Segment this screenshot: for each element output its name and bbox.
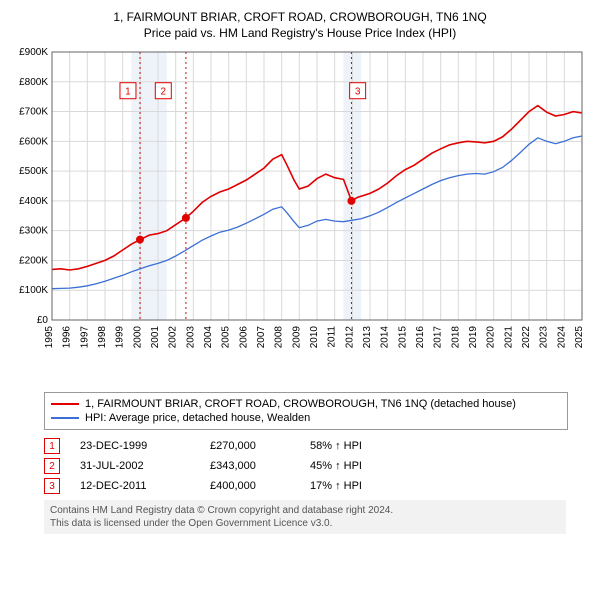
- sales-row: 3 12-DEC-2011 £400,000 17% ↑ HPI: [44, 476, 554, 496]
- svg-text:2005: 2005: [221, 326, 232, 349]
- svg-text:2004: 2004: [203, 326, 214, 349]
- svg-text:1998: 1998: [97, 326, 108, 349]
- sales-table: 1 23-DEC-1999 £270,000 58% ↑ HPI 2 31-JU…: [44, 436, 554, 496]
- chart-title-line1: 1, FAIRMOUNT BRIAR, CROFT ROAD, CROWBORO…: [8, 10, 592, 24]
- svg-text:£700K: £700K: [19, 107, 48, 118]
- chart-titles: 1, FAIRMOUNT BRIAR, CROFT ROAD, CROWBORO…: [8, 10, 592, 40]
- svg-text:2021: 2021: [503, 326, 514, 349]
- sale-date: 12-DEC-2011: [80, 480, 190, 492]
- svg-text:2006: 2006: [238, 326, 249, 349]
- svg-text:£500K: £500K: [19, 166, 48, 177]
- svg-text:2013: 2013: [362, 326, 373, 349]
- legend-row-hpi: HPI: Average price, detached house, Weal…: [51, 411, 561, 425]
- svg-text:£300K: £300K: [19, 226, 48, 237]
- svg-text:2025: 2025: [574, 326, 585, 349]
- footer-attribution: Contains HM Land Registry data © Crown c…: [44, 500, 566, 534]
- svg-text:1999: 1999: [115, 326, 126, 349]
- svg-text:2010: 2010: [309, 326, 320, 349]
- svg-text:2007: 2007: [256, 326, 267, 349]
- sale-delta: 58% ↑ HPI: [310, 440, 362, 452]
- svg-text:£100K: £100K: [19, 285, 48, 296]
- sale-price: £270,000: [210, 440, 290, 452]
- svg-text:1997: 1997: [79, 326, 90, 349]
- footer-line2: This data is licensed under the Open Gov…: [50, 517, 560, 530]
- svg-text:1996: 1996: [62, 326, 73, 349]
- svg-text:£900K: £900K: [19, 47, 48, 58]
- legend-label-property: 1, FAIRMOUNT BRIAR, CROFT ROAD, CROWBORO…: [85, 398, 516, 410]
- svg-text:2011: 2011: [327, 326, 338, 348]
- sale-marker-icon: 3: [44, 478, 60, 494]
- legend-label-hpi: HPI: Average price, detached house, Weal…: [85, 412, 310, 424]
- svg-text:2024: 2024: [556, 326, 567, 349]
- svg-text:2022: 2022: [521, 326, 532, 349]
- sale-delta: 17% ↑ HPI: [310, 480, 362, 492]
- sales-row: 2 31-JUL-2002 £343,000 45% ↑ HPI: [44, 456, 554, 476]
- svg-text:2014: 2014: [380, 326, 391, 349]
- svg-text:2003: 2003: [185, 326, 196, 349]
- svg-text:2016: 2016: [415, 326, 426, 349]
- legend-swatch-hpi: [51, 417, 79, 419]
- svg-text:2002: 2002: [168, 326, 179, 349]
- svg-text:2015: 2015: [397, 326, 408, 349]
- sale-marker-icon: 2: [44, 458, 60, 474]
- sale-date: 31-JUL-2002: [80, 460, 190, 472]
- svg-text:£800K: £800K: [19, 77, 48, 88]
- sale-delta: 45% ↑ HPI: [310, 460, 362, 472]
- svg-text:2023: 2023: [539, 326, 550, 349]
- svg-text:2009: 2009: [291, 326, 302, 349]
- chart-title-line2: Price paid vs. HM Land Registry's House …: [8, 26, 592, 40]
- svg-text:2008: 2008: [274, 326, 285, 349]
- svg-text:£600K: £600K: [19, 136, 48, 147]
- price-chart: 1 2 3 £0 £100K £200K £300K £400K £500K £600K £700K…: [8, 46, 592, 386]
- legend-swatch-property: [51, 403, 79, 405]
- svg-text:2017: 2017: [433, 326, 444, 349]
- svg-text:2018: 2018: [450, 326, 461, 349]
- sale-price: £343,000: [210, 460, 290, 472]
- svg-text:1995: 1995: [44, 326, 55, 349]
- svg-text:2012: 2012: [344, 326, 355, 349]
- svg-text:£0: £0: [37, 315, 49, 326]
- sale-date: 23-DEC-1999: [80, 440, 190, 452]
- svg-text:2: 2: [161, 87, 167, 98]
- svg-text:2001: 2001: [150, 326, 161, 349]
- footer-line1: Contains HM Land Registry data © Crown c…: [50, 504, 560, 517]
- svg-text:£400K: £400K: [19, 196, 48, 207]
- svg-text:2000: 2000: [132, 326, 143, 349]
- svg-text:3: 3: [355, 87, 361, 98]
- legend: 1, FAIRMOUNT BRIAR, CROFT ROAD, CROWBORO…: [44, 392, 568, 430]
- svg-text:£200K: £200K: [19, 255, 48, 266]
- svg-text:1: 1: [125, 87, 131, 98]
- sales-row: 1 23-DEC-1999 £270,000 58% ↑ HPI: [44, 436, 554, 456]
- sale-marker-icon: 1: [44, 438, 60, 454]
- svg-text:2020: 2020: [486, 326, 497, 349]
- legend-row-property: 1, FAIRMOUNT BRIAR, CROFT ROAD, CROWBORO…: [51, 397, 561, 411]
- sale-price: £400,000: [210, 480, 290, 492]
- svg-text:2019: 2019: [468, 326, 479, 349]
